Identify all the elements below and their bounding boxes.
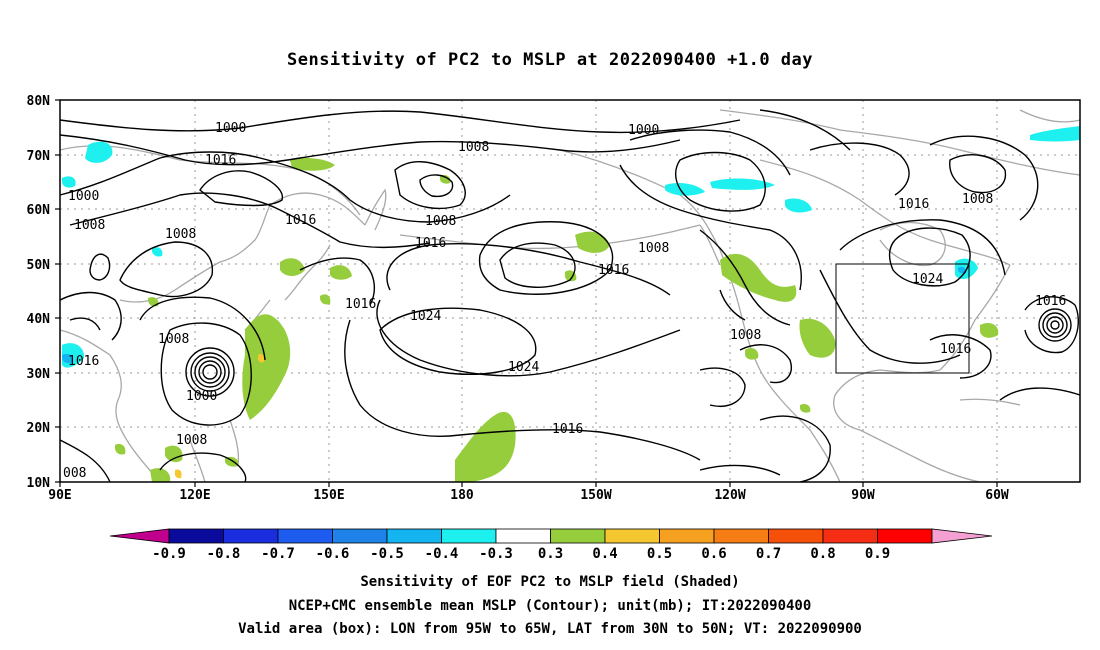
- contour-label: 1016: [940, 342, 971, 357]
- axis-ticks: [55, 99, 998, 487]
- colorbar-right-arrow: [931, 528, 993, 544]
- lat-label: 70N: [27, 149, 51, 164]
- valid-area-box: [835, 263, 970, 374]
- contour-label: 1016: [552, 422, 583, 437]
- colorbar-cell: [495, 528, 551, 544]
- colorbar-label: -0.4: [425, 546, 459, 562]
- lat-label: 50N: [27, 258, 51, 273]
- colorbar-label: 0.7: [756, 546, 781, 562]
- colorbar-label: -0.3: [479, 546, 513, 562]
- contour-label: 1008: [962, 192, 993, 207]
- lon-label: 120W: [714, 488, 745, 503]
- caption-contour: NCEP+CMC ensemble mean MSLP (Contour); u…: [288, 598, 812, 614]
- colorbar-label: -0.7: [261, 546, 295, 562]
- colorbar-label: -0.9: [152, 546, 186, 562]
- colorbar-cell: [277, 528, 333, 544]
- colorbar-cell: [223, 528, 279, 544]
- colorbar-cell: [659, 528, 715, 544]
- lat-label: 40N: [27, 312, 51, 327]
- latitude-labels: 80N 70N 60N 50N 40N 30N 20N 10N: [27, 94, 51, 491]
- colorbar-label: 0.8: [810, 546, 835, 562]
- colorbar-label: 0.4: [592, 546, 617, 562]
- contour-label: 1008: [74, 218, 105, 233]
- contour-label: 1016: [1035, 294, 1066, 309]
- contour-label: 1016: [285, 213, 316, 228]
- contour-label: 1000: [186, 389, 217, 404]
- colorbar-cell: [386, 528, 442, 544]
- caption-shading: Sensitivity of EOF PC2 to MSLP field (Sh…: [360, 574, 740, 590]
- colorbar-label: 0.9: [865, 546, 890, 562]
- contour-label: 1008: [176, 433, 207, 448]
- colorbar-cell: [877, 528, 933, 544]
- colorbar-label: -0.5: [370, 546, 404, 562]
- colorbar-label: -0.8: [207, 546, 241, 562]
- colorbar-label: -0.6: [316, 546, 350, 562]
- contour-label: 1016: [898, 197, 929, 212]
- colorbar-cell: [441, 528, 497, 544]
- contour-label: 008: [63, 466, 86, 481]
- contour-label: 1000: [215, 121, 246, 136]
- lon-label: 150E: [313, 488, 344, 503]
- lat-label: 80N: [27, 94, 51, 109]
- caption-valid-area: Valid area (box): LON from 95W to 65W, L…: [238, 621, 862, 637]
- colorbar-cell: [768, 528, 824, 544]
- contour-label: 1024: [508, 360, 539, 375]
- colorbar-label: 0.3: [538, 546, 563, 562]
- coastlines: [59, 109, 1081, 483]
- lat-label: 20N: [27, 421, 51, 436]
- lon-label: 120E: [179, 488, 210, 503]
- contour-label: 1016: [68, 354, 99, 369]
- contour-label: 1008: [158, 332, 189, 347]
- lon-label: 60W: [985, 488, 1009, 503]
- contour-label: 1016: [415, 236, 446, 251]
- longitude-labels: 90E 120E 150E 180 150W 120W 90W 60W: [48, 488, 1009, 503]
- lon-label: 90E: [48, 488, 71, 503]
- grid-lines: [60, 100, 1080, 482]
- contour-labels: 1000 1016 1000 1008 1008 1016 1008 1016 …: [63, 121, 1066, 481]
- colorbar-left-arrow: [109, 528, 170, 544]
- map-frame: [59, 99, 1081, 483]
- colorbar-label: 0.5: [647, 546, 672, 562]
- contour-label: 1000: [628, 123, 659, 138]
- lon-label: 150W: [580, 488, 611, 503]
- contour-label: 1008: [165, 227, 196, 242]
- colorbar-cell: [550, 528, 606, 544]
- colorbar-cell: [604, 528, 660, 544]
- sensitivity-shading: [62, 126, 1080, 482]
- lat-label: 60N: [27, 203, 51, 218]
- contour-label: 1008: [458, 140, 489, 155]
- contour-label: 1008: [638, 241, 669, 256]
- contour-label: 1008: [425, 214, 456, 229]
- contour-label: 1024: [410, 309, 441, 324]
- colorbar-cell: [168, 528, 224, 544]
- colorbar-cell: [332, 528, 388, 544]
- lat-label: 10N: [27, 476, 51, 491]
- contour-label: 1000: [68, 189, 99, 204]
- colorbar-label: 0.6: [701, 546, 726, 562]
- contour-label: 1016: [205, 153, 236, 168]
- colorbar-cell: [713, 528, 769, 544]
- page-title: Sensitivity of PC2 to MSLP at 2022090400…: [286, 50, 813, 70]
- lat-label: 30N: [27, 367, 51, 382]
- contour-label: 1024: [912, 272, 943, 287]
- colorbar: -0.9 -0.8 -0.7 -0.6 -0.5 -0.4 -0.3 0.3 0.4 0.5 0.6…: [109, 528, 993, 562]
- contour-label: 1008: [730, 328, 761, 343]
- contour-label: 1016: [345, 297, 376, 312]
- lon-label: 180: [450, 488, 474, 503]
- contour-label: 1016: [598, 263, 629, 278]
- colorbar-cell: [822, 528, 878, 544]
- lon-label: 90W: [851, 488, 875, 503]
- mslp-contours: [59, 109, 1081, 483]
